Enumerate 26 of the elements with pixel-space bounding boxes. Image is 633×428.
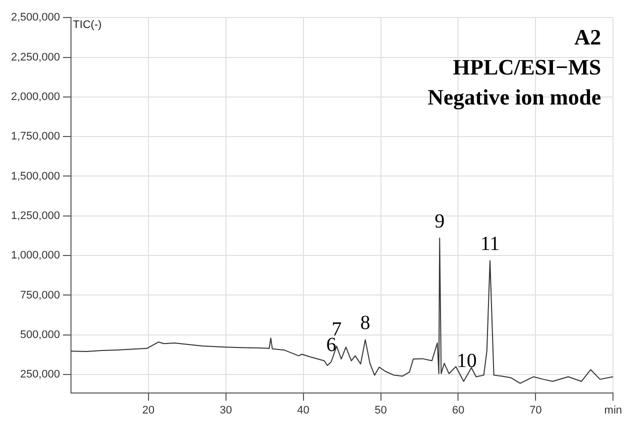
y-tick-label: 750,000	[20, 289, 60, 302]
text: HPLC/ESI−MS	[452, 54, 602, 80]
y-tick-label: 250,000	[20, 368, 60, 381]
annotation: Negative ion mode	[428, 84, 602, 110]
x-tick-label: 60	[452, 404, 464, 416]
annotation: 10	[456, 350, 477, 372]
chart-title: A2	[574, 24, 602, 50]
y-tick-label: 2,250,000	[11, 51, 60, 64]
x-tick-label: 30	[220, 404, 232, 416]
x-tick-label: 70	[530, 404, 542, 416]
y-tick-label: 2,500,000	[11, 12, 60, 24]
y-tick-label: 1,500,000	[11, 170, 60, 182]
annotation: 8	[360, 312, 370, 334]
x-tick-label: 20	[142, 404, 155, 416]
annotation: 11	[480, 233, 500, 256]
y-axis-title: TIC(-)	[72, 19, 102, 32]
x-tick-label: 50	[374, 404, 387, 416]
x-tick-label: 40	[297, 404, 310, 416]
x-tick-label: min	[604, 404, 622, 416]
y-tick-label: 1,000,000	[11, 250, 60, 262]
y-tick-label: 2,000,000	[11, 90, 60, 103]
annotation: 6	[326, 334, 336, 356]
y-tick-label: 1,250,000	[11, 210, 60, 222]
y-tick-label: 1,750,000	[11, 130, 60, 143]
annotation: 9	[434, 210, 445, 232]
y-tick-label: 500,000	[20, 328, 60, 341]
